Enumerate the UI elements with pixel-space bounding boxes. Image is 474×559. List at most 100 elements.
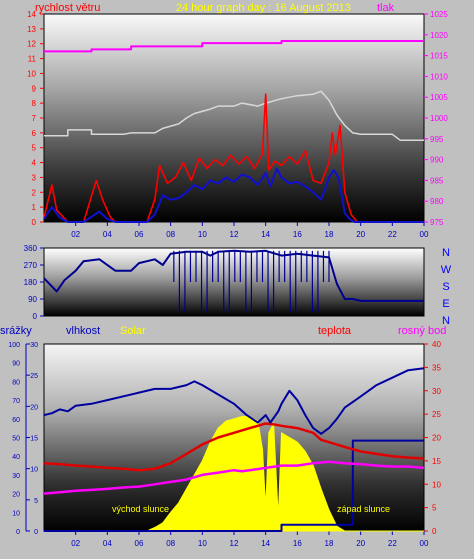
temp-y-tick-label: 0 — [432, 527, 437, 536]
direction-y-tick-label: 180 — [24, 278, 38, 287]
rain-y-tick-label: 20 — [12, 492, 20, 499]
weather-x-tick-label: 08 — [166, 539, 175, 548]
rain-label: srážky — [0, 325, 32, 337]
dewpoint-label: rosný bod — [398, 325, 446, 337]
wind-y-tick-label: 13 — [27, 25, 36, 34]
pressure-y-tick-label: 990 — [430, 156, 444, 165]
pressure-y-tick-label: 1020 — [430, 31, 448, 40]
pressure-y-tick-label: 1010 — [430, 72, 448, 81]
temp-y-tick-label: 40 — [432, 340, 441, 349]
direction-line — [43, 249, 424, 302]
wind-x-tick-label: 10 — [198, 230, 207, 239]
pressure-y-tick-label: 995 — [430, 135, 444, 144]
wind-direction-line — [44, 90, 424, 142]
wind-axes: 0123456789101112131497598098599099510001… — [27, 10, 448, 239]
humidity-y-tick-label: 0 — [34, 529, 38, 536]
weather-x-tick-label: 22 — [388, 539, 397, 548]
wind-y-tick-label: 9 — [32, 84, 37, 93]
direction-plot-area — [43, 247, 425, 317]
wind-y-tick-label: 2 — [32, 188, 37, 197]
pressure-y-tick-label: 1000 — [430, 114, 448, 123]
pressure-y-tick-label: 1005 — [430, 93, 448, 102]
rain-y-tick-label: 90 — [12, 361, 20, 368]
weather-x-tick-label: 18 — [325, 539, 334, 548]
direction-y-tick-label: 270 — [24, 261, 38, 270]
pressure-y-tick-label: 980 — [430, 197, 444, 206]
dewpoint-line — [43, 460, 425, 495]
temperature-label: teplota — [318, 325, 352, 337]
rain-y-tick-label: 50 — [12, 436, 20, 443]
weather-x-tick-label: 04 — [103, 539, 112, 548]
solar-label: Solar — [120, 325, 146, 337]
humidity-y-tick-label: 15 — [30, 436, 38, 443]
wind-y-tick-label: 5 — [32, 144, 37, 153]
rain-y-tick-label: 30 — [12, 473, 20, 480]
wind-y-tick-label: 7 — [32, 114, 37, 123]
direction-axes: 0 90 180 270 360 — [24, 244, 44, 321]
temp-y-tick-label: 15 — [432, 457, 441, 466]
wind-gust-line — [43, 93, 424, 223]
direction-y-tick-label: 360 — [24, 244, 38, 253]
rain-y-tick-label: 10 — [12, 510, 20, 517]
humidity-y-tick-label: 30 — [30, 342, 38, 349]
wind-x-tick-label: 18 — [325, 230, 334, 239]
temp-y-tick-label: 5 — [432, 504, 437, 513]
rain-y-tick-label: 40 — [12, 454, 20, 461]
wind-series — [43, 40, 424, 223]
direction-y-tick-label: 0 — [33, 312, 38, 321]
direction-series — [43, 249, 424, 313]
rain-y-tick-label: 0 — [16, 529, 20, 536]
weather-x-tick-label: 16 — [293, 539, 302, 548]
weather-x-tick-label: 00 — [420, 539, 429, 548]
humidity-y-tick-label: 10 — [30, 467, 38, 474]
temp-y-tick-label: 20 — [432, 434, 441, 443]
weather-x-tick-label: 02 — [71, 539, 80, 548]
chart-title: 24 hour graph day : 16 August 2013 — [176, 2, 351, 14]
humidity-y-tick-label: 20 — [30, 404, 38, 411]
wind-x-tick-label: 04 — [103, 230, 112, 239]
wind-x-tick-label: 02 — [71, 230, 80, 239]
pressure-y-tick-label: 1025 — [430, 10, 448, 19]
sunrise-label: východ slunce — [112, 504, 169, 514]
compass-letter: S — [442, 281, 449, 293]
wind-x-tick-label: 14 — [261, 230, 270, 239]
wind-y-tick-label: 6 — [32, 129, 37, 138]
temp-y-tick-label: 30 — [432, 387, 441, 396]
rain-y-tick-label: 70 — [12, 398, 20, 405]
wind-y-tick-label: 11 — [28, 55, 37, 64]
pressure-y-tick-label: 975 — [430, 218, 444, 227]
compass-letter: E — [442, 298, 449, 310]
wind-y-tick-label: 3 — [32, 173, 37, 182]
wind-y-tick-label: 1 — [32, 203, 37, 212]
compass-letter: N — [442, 315, 450, 327]
wind-x-tick-label: 08 — [166, 230, 175, 239]
temperature-line — [43, 422, 425, 472]
sunset-label: západ slunce — [337, 504, 390, 514]
wind-y-tick-label: 12 — [27, 40, 36, 49]
temp-y-tick-label: 35 — [432, 363, 441, 372]
pressure-y-tick-label: 1015 — [430, 52, 448, 61]
compass-letter: N — [442, 247, 450, 259]
temp-y-tick-label: 10 — [432, 480, 441, 489]
weather-x-tick-label: 06 — [135, 539, 144, 548]
direction-y-tick-label: 90 — [28, 295, 37, 304]
wind-y-tick-label: 10 — [27, 69, 36, 78]
wind-y-tick-label: 8 — [32, 99, 37, 108]
pressure-y-tick-label: 985 — [430, 176, 444, 185]
humidity-y-tick-label: 25 — [30, 373, 38, 380]
wind-x-tick-label: 22 — [388, 230, 397, 239]
rain-y-tick-label: 60 — [12, 417, 20, 424]
pressure-label: tlak — [377, 2, 395, 14]
humidity-line — [43, 367, 425, 435]
pressure-line — [44, 40, 424, 53]
wind-x-tick-label: 16 — [293, 230, 302, 239]
weather-x-tick-label: 14 — [261, 539, 270, 548]
weather-x-tick-label: 10 — [198, 539, 207, 548]
wind-speed-label: rychlost větru — [35, 2, 100, 14]
weather-x-tick-label: 12 — [230, 539, 239, 548]
rain-line — [44, 439, 424, 532]
solar-area — [44, 416, 424, 532]
